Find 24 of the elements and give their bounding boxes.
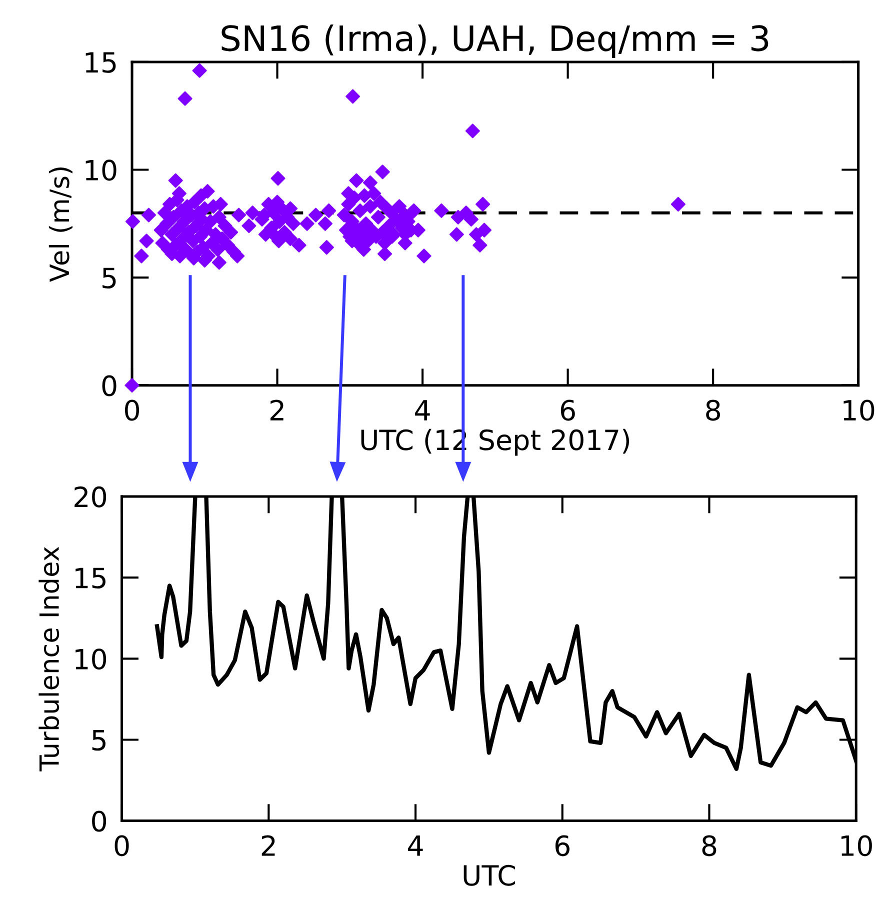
y-tick-label: 10 (86, 160, 116, 181)
x-tick-label: 6 (560, 400, 575, 421)
y-tick-label: 5 (92, 730, 106, 751)
x-tick-label: 4 (415, 400, 430, 420)
y-tick-label: 0 (92, 810, 106, 832)
x-tick-label: 8 (702, 835, 716, 856)
y-tick-label: 15 (76, 568, 106, 589)
x-tick-label: 10 (844, 400, 874, 421)
x-axis-title: UTC (464, 864, 515, 886)
chart-title: SN16 (Irma), UAH, Deq/mm = 3 (222, 24, 768, 58)
y-tick-label: 5 (102, 268, 116, 288)
x-tick-label: 2 (270, 400, 284, 420)
x-tick-label: 6 (555, 835, 570, 856)
y-tick-label: 0 (102, 375, 116, 396)
x-tick-label: 8 (706, 400, 720, 421)
y-tick-label: 15 (86, 52, 116, 73)
x-tick-label: 0 (125, 400, 140, 421)
y-axis-title: Vel (m/s) (48, 167, 72, 282)
y-axis-title: Turbulence Index (38, 546, 60, 772)
x-tick-label: 10 (841, 835, 872, 856)
y-tick-label: 20 (74, 486, 106, 508)
x-tick-label: 2 (262, 835, 275, 856)
y-tick-label: 10 (76, 648, 106, 670)
x-tick-label: 4 (408, 836, 423, 856)
